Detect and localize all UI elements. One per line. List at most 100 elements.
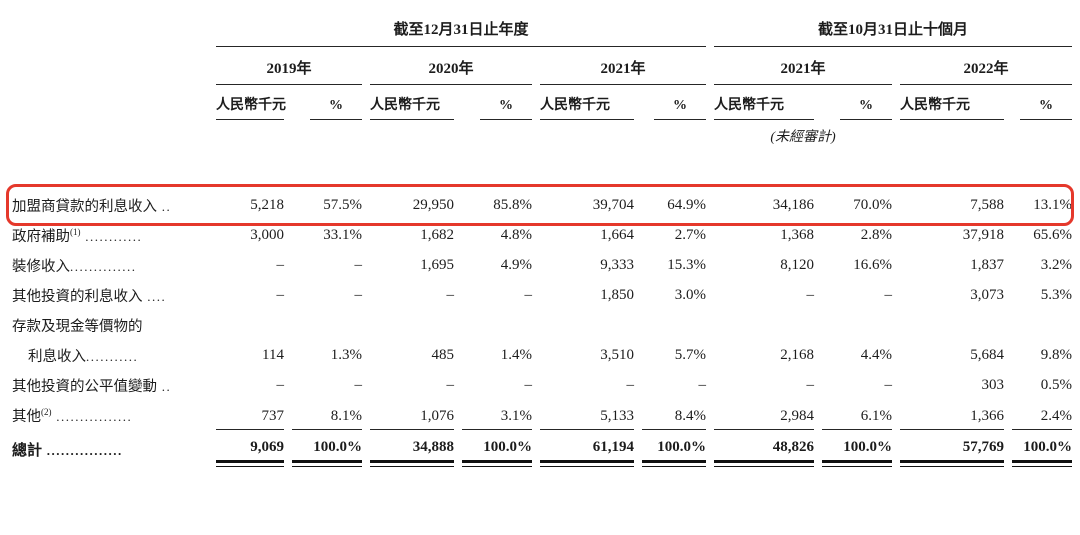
table-cell: 2.4% — [1012, 408, 1072, 430]
table-row-total: 總計 ................ 9,069 100.0% 34,888 … — [12, 439, 1072, 467]
percent-header: % — [642, 96, 706, 120]
double-rule — [900, 460, 1004, 467]
table-cell: 2,168 — [780, 346, 814, 363]
period-header-ten-months: 截至10月31日止十個月 — [714, 18, 1072, 47]
table-cell: 34,186 — [772, 196, 814, 213]
total-cell: 100.0% — [462, 439, 532, 467]
table-cell: 6.1% — [822, 408, 892, 430]
double-rule — [642, 460, 706, 467]
year-header-2020: 2020年 — [370, 57, 532, 85]
table-cell: 85.8% — [493, 196, 532, 213]
table-cell: – — [354, 256, 363, 273]
table-cell: 5,133 — [540, 408, 634, 430]
row-label: 裝修收入.............. — [12, 258, 137, 275]
unaudited-note-row: (未經審計) — [12, 126, 1072, 150]
table-cell: 5.7% — [674, 346, 706, 363]
table-cell: 737 — [216, 408, 284, 430]
table-cell: 3.2% — [1040, 256, 1072, 273]
table-cell: 65.6% — [1033, 226, 1072, 243]
table-cell: – — [354, 376, 363, 393]
percent-header: % — [1012, 96, 1072, 120]
table-cell: 7,588 — [970, 196, 1004, 213]
total-cell: 100.0% — [822, 439, 892, 467]
table-cell: 1,366 — [900, 408, 1004, 430]
table-row-others: 其他(2) ................ 737 8.1% 1,076 3.… — [12, 400, 1072, 430]
table-cell: 1,368 — [780, 226, 814, 243]
table-cell: – — [698, 376, 707, 393]
subheader-row: 人民幣千元 % 人民幣千元 % 人民幣千元 % 人民幣千元 % 人民幣千元 % — [12, 94, 1072, 120]
unit-header: 人民幣千元 — [900, 94, 1004, 120]
table-cell: 2,984 — [714, 408, 814, 430]
double-rule — [292, 460, 362, 467]
unit-header: 人民幣千元 — [714, 94, 814, 120]
table-cell: 5,218 — [250, 196, 284, 213]
row-label: 其他投資的公平值變動 .. — [12, 378, 172, 395]
table-cell: 4.8% — [500, 226, 532, 243]
double-rule — [216, 460, 284, 467]
double-rule — [714, 460, 814, 467]
double-rule — [540, 460, 634, 467]
table-cell: 16.6% — [853, 256, 892, 273]
table-cell: 303 — [981, 376, 1005, 393]
total-cell: 61,194 — [540, 439, 634, 467]
table-cell: 15.3% — [667, 256, 706, 273]
year-header-2019: 2019年 — [216, 57, 362, 85]
table-cell: 1,664 — [600, 226, 634, 243]
table-cell: 8.4% — [642, 408, 706, 430]
header-body-spacer — [12, 150, 1072, 190]
table-cell: – — [446, 286, 455, 303]
percent-header: % — [822, 96, 892, 120]
table-cell: 9.8% — [1040, 346, 1072, 363]
table-cell: – — [626, 376, 635, 393]
table-cell: – — [354, 286, 363, 303]
total-cell: 100.0% — [292, 439, 362, 467]
table-cell: 3.0% — [674, 286, 706, 303]
year-header-2021-ten-months: 2021年 — [714, 57, 892, 85]
table-cell: 57.5% — [323, 196, 362, 213]
row-label: 其他(2) ................ — [12, 406, 133, 425]
table-row-deposits-cash-equivalents-caption: 存款及現金等價物的 — [12, 310, 1072, 340]
table-row-franchisee-loan-interest: 加盟商貸款的利息收入 .. 5,218 57.5% 29,950 85.8% 3… — [6, 184, 1074, 226]
table-cell: 1,837 — [970, 256, 1004, 273]
table-row-government-grants: 政府補助(1) ............ 3,000 33.1% 1,682 4… — [12, 220, 1072, 250]
total-cell: 100.0% — [1012, 439, 1072, 467]
row-label: 加盟商貸款的利息收入 .. — [12, 198, 172, 215]
table-cell: – — [524, 376, 533, 393]
table-cell: 8.1% — [292, 408, 362, 430]
unaudited-note: (未經審計) — [770, 130, 836, 145]
unit-header: 人民幣千元 — [540, 94, 634, 120]
table-cell: – — [884, 376, 893, 393]
table-row-other-investment-interest: 其他投資的利息收入 .... – – – – 1,850 3.0% – – 3,… — [12, 280, 1072, 310]
table-cell: 33.1% — [323, 226, 362, 243]
double-rule — [462, 460, 532, 467]
table-row-renovation-income: 裝修收入.............. – – 1,695 4.9% 9,333 … — [12, 250, 1072, 280]
table-cell: – — [884, 286, 893, 303]
period-group-header-row: 截至12月31日止年度 截至10月31日止十個月 — [12, 18, 1072, 47]
row-label: 存款及現金等價物的 — [12, 318, 143, 335]
table-cell: 485 — [431, 346, 455, 363]
total-cell: 34,888 — [370, 439, 454, 467]
percent-header: % — [292, 96, 362, 120]
table-cell: – — [524, 286, 533, 303]
table-cell: 39,704 — [592, 196, 634, 213]
unit-header: 人民幣千元 — [216, 94, 286, 120]
table-cell: 1,850 — [600, 286, 634, 303]
table-row-fair-value-change: 其他投資的公平值變動 .. – – – – – – – – 303 0.5% — [12, 370, 1072, 400]
table-cell: 64.9% — [667, 196, 706, 213]
total-cell: 100.0% — [642, 439, 706, 467]
percent-header: % — [462, 96, 532, 120]
year-header-row: 2019年 2020年 2021年 2021年 2022年 — [12, 57, 1072, 85]
double-rule — [822, 460, 892, 467]
table-cell: 5,684 — [970, 346, 1004, 363]
table-cell: 2.7% — [674, 226, 706, 243]
table-cell: 5.3% — [1040, 286, 1072, 303]
table-cell: 9,333 — [600, 256, 634, 273]
table-cell: 114 — [262, 346, 284, 363]
table-cell: 29,950 — [412, 196, 454, 213]
table-cell: 13.1% — [1033, 196, 1072, 213]
table-cell: 3,073 — [970, 286, 1004, 303]
table-cell: 1,076 — [370, 408, 454, 430]
row-label: 利息收入........... — [28, 348, 139, 365]
table-cell: 1,682 — [420, 226, 454, 243]
